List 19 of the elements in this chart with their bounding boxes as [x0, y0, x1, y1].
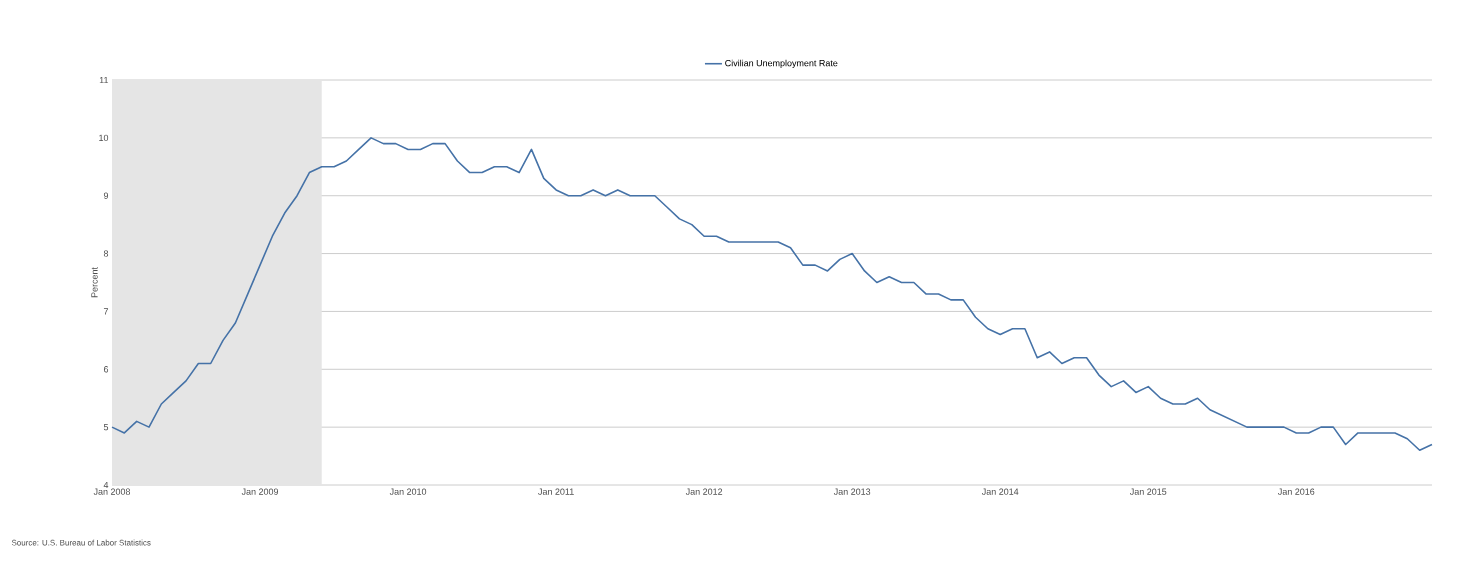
x-tick-label: Jan 2013: [833, 488, 871, 495]
y-tick-label: 8: [103, 250, 109, 257]
y-tick-label: 10: [99, 134, 109, 142]
y-tick-label: 9: [103, 192, 109, 199]
x-tick-label: Jan 2012: [685, 488, 723, 495]
x-tick-label: Jan 2011: [538, 488, 574, 495]
legend-label: Civilian Unemployment Rate: [725, 59, 838, 69]
x-tick-label: Jan 2010: [389, 488, 427, 495]
y-tick-label: 4: [103, 481, 109, 489]
x-tick-label: Jan 2014: [981, 488, 1019, 495]
y-tick-label: 5: [103, 424, 109, 431]
x-tick-label: Jan 2009: [241, 488, 279, 495]
y-axis-title: Percent: [91, 267, 98, 298]
x-tick-label: Jan 2016: [1277, 488, 1315, 495]
y-tick-label: 7: [103, 308, 109, 315]
x-tick-label: Jan 2015: [1129, 488, 1167, 495]
x-tick-label: Jan 2008: [93, 488, 131, 495]
y-tick-label: 6: [103, 366, 109, 373]
y-tick-label: 11: [99, 76, 109, 84]
